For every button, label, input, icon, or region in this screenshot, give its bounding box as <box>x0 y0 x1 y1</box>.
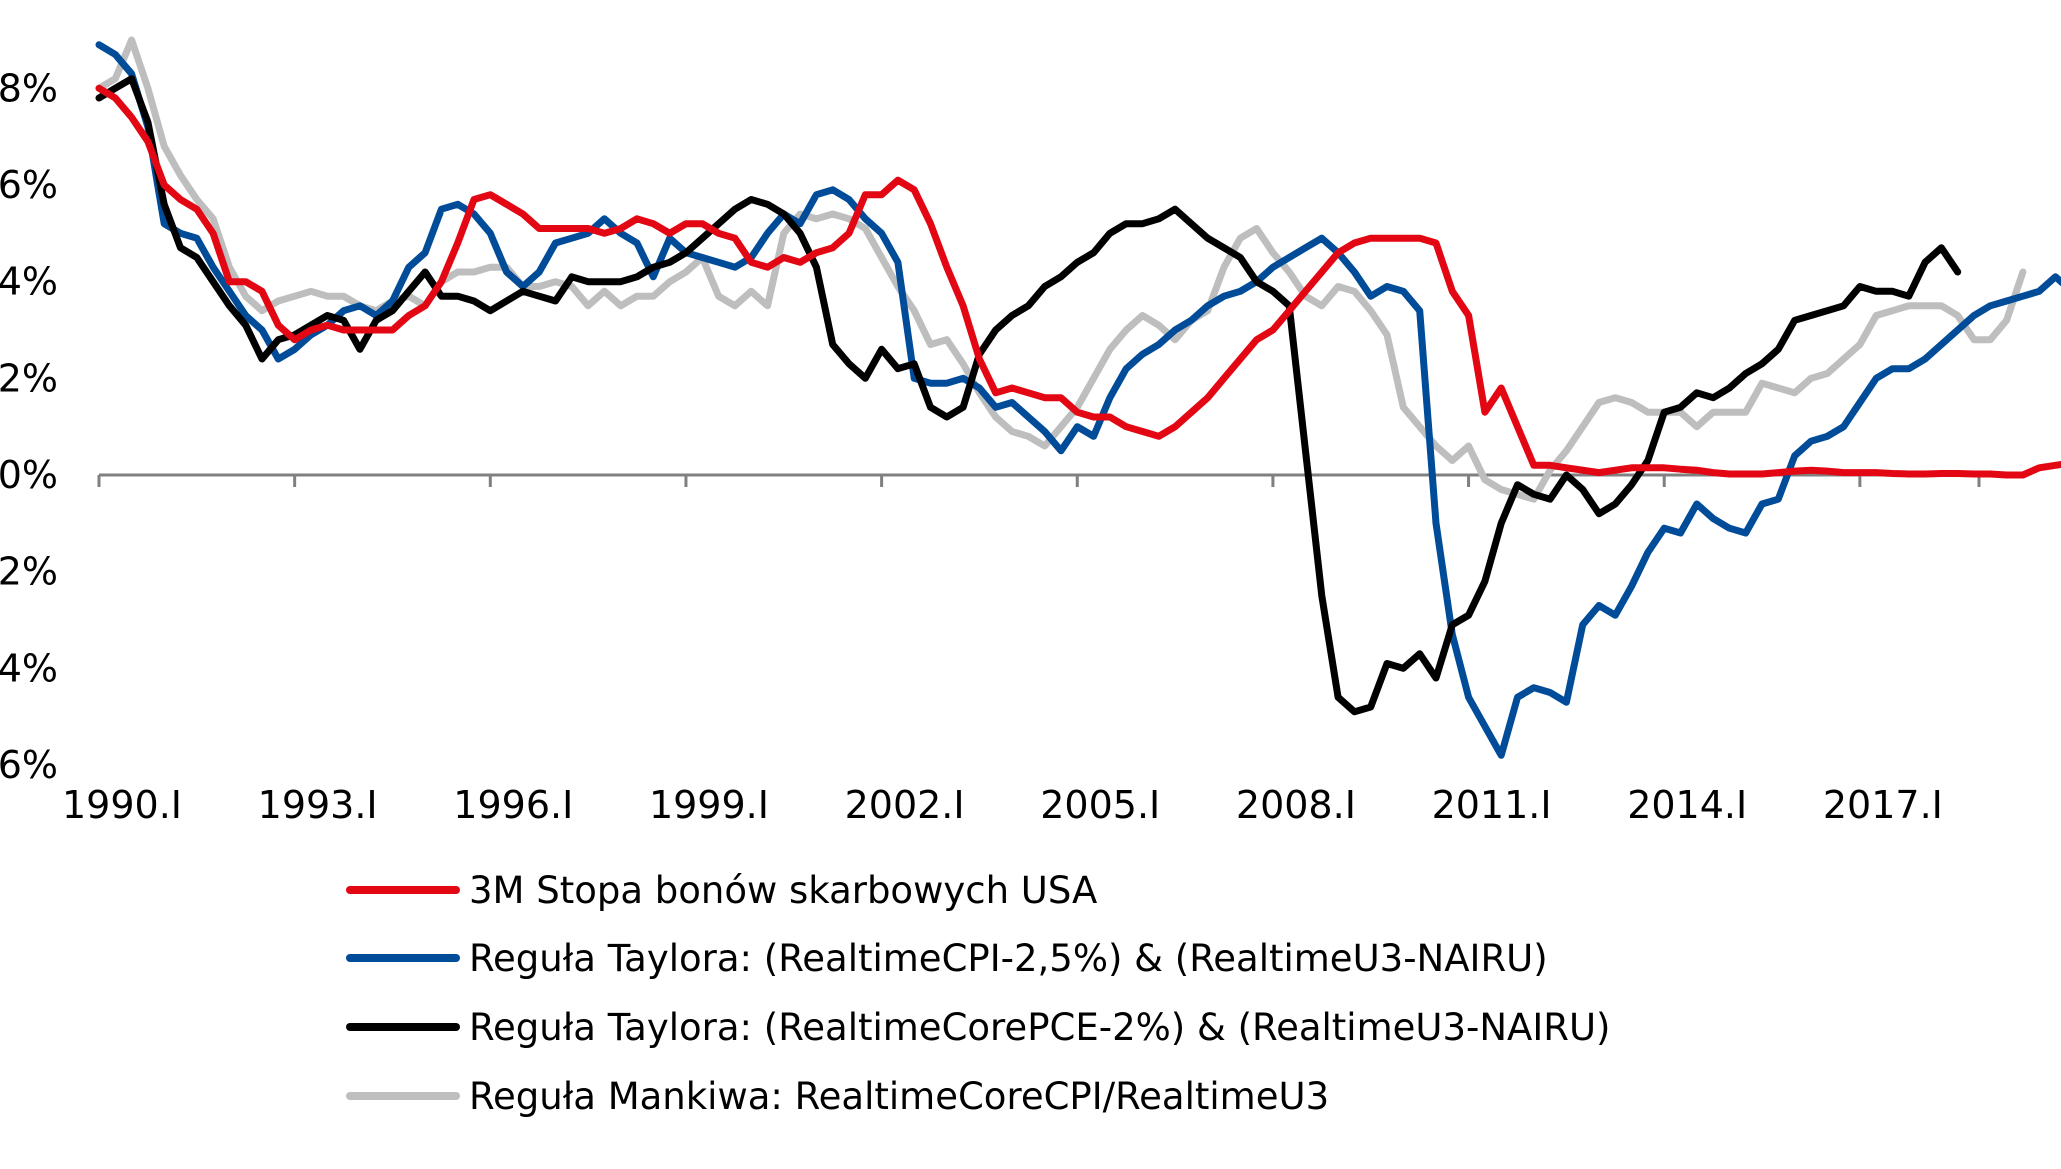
y-tick-label: 2% <box>0 550 58 594</box>
x-tick-label: 2008.I <box>1236 783 1356 827</box>
y-tick-label: 4% <box>0 646 58 690</box>
series-line <box>95 84 2061 479</box>
x-tick-label: 2002.I <box>845 783 965 827</box>
series-line <box>95 36 2027 503</box>
x-tick-label: 1993.I <box>258 783 378 827</box>
x-tick-label: 1999.I <box>649 783 769 827</box>
legend-label: Reguła Taylora: (RealtimeCPI-2,5%) & (Re… <box>469 937 1548 980</box>
series-lines <box>95 36 2061 759</box>
legend-label: Reguła Mankiwa: RealtimeCoreCPI/Realtime… <box>469 1075 1329 1118</box>
legend-label: Reguła Taylora: (RealtimeCorePCE-2%) & (… <box>469 1006 1610 1049</box>
x-tick-label: 2014.I <box>1627 783 1747 827</box>
x-tick-label: 2011.I <box>1432 783 1552 827</box>
y-tick-label: 6% <box>0 163 58 207</box>
series-line <box>95 41 2061 759</box>
x-tick-label: 1996.I <box>453 783 573 827</box>
legend-label: 3M Stopa bonów skarbowych USA <box>469 869 1097 912</box>
legend: 3M Stopa bonów skarbowych USA Reguła Tayl… <box>346 869 1610 1118</box>
series-line <box>95 75 1962 716</box>
y-tick-label: 4% <box>0 260 58 304</box>
x-tick-label: 1990.I <box>62 783 182 827</box>
y-tick-label: 8% <box>0 66 58 110</box>
y-tick-label: 6% <box>0 743 58 787</box>
x-tick-label: 2005.I <box>1040 783 1160 827</box>
y-tick-label: 0% <box>0 453 58 497</box>
x-tick-label: 2017.I <box>1823 783 1943 827</box>
axes: 8%6%4%2%0%2%4%6%1990.I 1993.I 1996.I 1999.I… <box>0 66 1981 827</box>
y-tick-label: 2% <box>0 356 58 400</box>
